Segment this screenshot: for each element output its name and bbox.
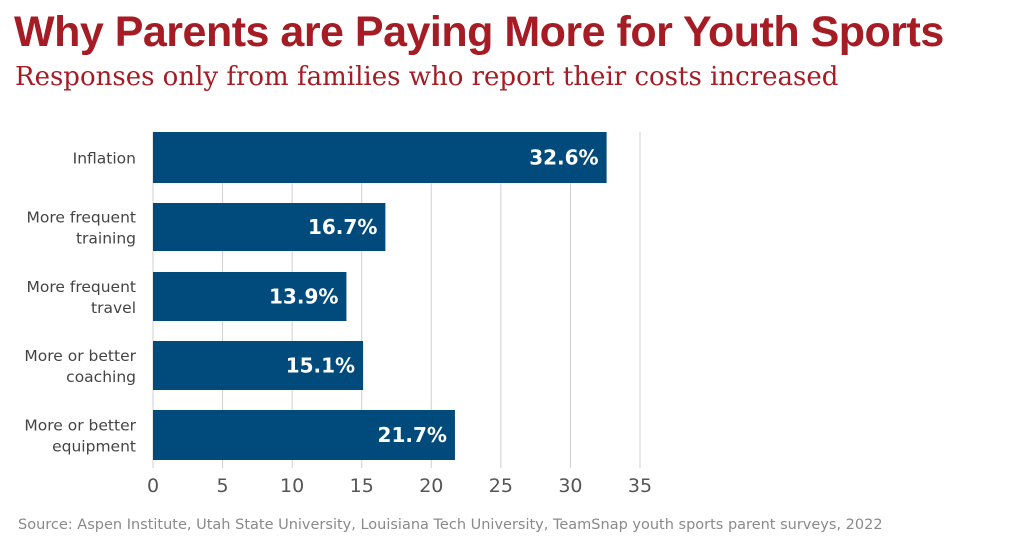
x-tick-label: 5 [217,475,229,497]
category-label: More frequent [27,209,136,227]
data-label: 32.6% [529,146,598,170]
chart-subtitle: Responses only from families who report … [15,62,839,92]
category-label: More frequent [27,278,136,296]
data-label: 15.1% [286,354,355,378]
category-label: coaching [66,368,136,386]
x-tick-label: 35 [628,475,652,497]
x-tick-label: 30 [558,475,582,497]
bar [153,132,607,183]
x-tick-label: 20 [419,475,443,497]
bar [153,341,364,390]
category-label: More or better [24,417,136,435]
data-label: 13.9% [269,285,338,309]
x-tick-label: 15 [350,475,374,497]
x-tick-label: 0 [147,475,159,497]
x-tick-label: 10 [280,475,304,497]
chart-title: Why Parents are Paying More for Youth Sp… [14,8,944,56]
category-label: More or better [24,347,136,365]
bar [153,272,347,321]
data-label: 16.7% [308,215,377,239]
x-tick-label: 25 [489,475,513,497]
category-label: training [76,230,136,248]
category-label: travel [91,299,136,317]
data-label: 21.7% [378,423,447,447]
bar [153,203,386,251]
bar [153,410,455,460]
source-note: Source: Aspen Institute, Utah State Univ… [18,517,883,533]
category-label: Inflation [73,150,136,168]
category-label: equipment [52,438,136,456]
